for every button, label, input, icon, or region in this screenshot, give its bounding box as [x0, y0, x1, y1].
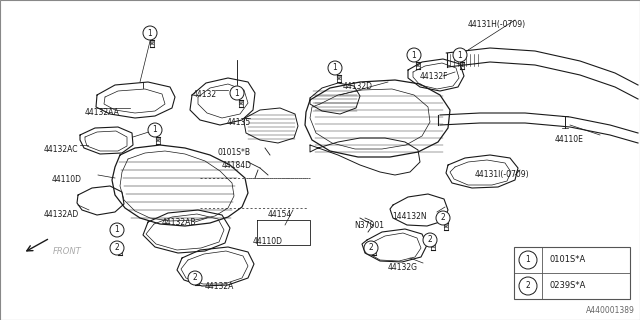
Text: 1: 1 — [115, 226, 120, 235]
Text: 44154: 44154 — [268, 210, 292, 219]
Circle shape — [143, 26, 157, 40]
Text: 44132D: 44132D — [343, 82, 373, 91]
Text: 44110D: 44110D — [52, 175, 82, 184]
Text: 44132F: 44132F — [420, 72, 449, 81]
Text: 44131H(-0709): 44131H(-0709) — [468, 20, 526, 29]
Text: 0101S*A: 0101S*A — [549, 255, 585, 265]
Text: 2: 2 — [440, 213, 445, 222]
Text: 2: 2 — [428, 236, 433, 244]
Text: A440001389: A440001389 — [586, 306, 635, 315]
Circle shape — [230, 86, 244, 100]
Text: 1: 1 — [152, 125, 157, 134]
Text: 44132AC: 44132AC — [44, 145, 79, 154]
Text: 1: 1 — [412, 51, 417, 60]
Text: 44132A: 44132A — [205, 282, 234, 291]
Text: 1: 1 — [458, 51, 462, 60]
Text: 44110D: 44110D — [253, 237, 283, 246]
Text: 44132AB: 44132AB — [162, 218, 196, 227]
Circle shape — [110, 223, 124, 237]
Circle shape — [453, 48, 467, 62]
Circle shape — [519, 277, 537, 295]
Text: 44131I(-0709): 44131I(-0709) — [475, 170, 530, 179]
Text: 44132: 44132 — [193, 90, 217, 99]
Circle shape — [407, 48, 421, 62]
Text: 44132AA: 44132AA — [85, 108, 120, 117]
Text: 44135: 44135 — [227, 118, 252, 127]
Text: 1: 1 — [148, 28, 152, 37]
Circle shape — [364, 241, 378, 255]
Text: 2: 2 — [115, 244, 120, 252]
Text: FRONT: FRONT — [53, 246, 82, 255]
Circle shape — [110, 241, 124, 255]
Text: 44110E: 44110E — [555, 135, 584, 144]
Text: 44184D: 44184D — [222, 161, 252, 170]
Text: 44132AD: 44132AD — [44, 210, 79, 219]
Text: 144132N: 144132N — [392, 212, 427, 221]
Text: 0101S*B: 0101S*B — [218, 148, 251, 157]
Text: 2: 2 — [525, 282, 531, 291]
Bar — [514, 247, 630, 299]
Circle shape — [423, 233, 437, 247]
Text: 44132G: 44132G — [388, 263, 418, 272]
Circle shape — [436, 211, 450, 225]
Circle shape — [188, 271, 202, 285]
Text: 0239S*A: 0239S*A — [549, 282, 586, 291]
Text: 2: 2 — [369, 244, 373, 252]
Text: 1: 1 — [235, 89, 239, 98]
Text: 2: 2 — [193, 274, 197, 283]
Circle shape — [328, 61, 342, 75]
Text: 1: 1 — [333, 63, 337, 73]
Circle shape — [148, 123, 162, 137]
Text: N37001: N37001 — [354, 221, 384, 230]
Text: 1: 1 — [525, 255, 531, 265]
Circle shape — [519, 251, 537, 269]
